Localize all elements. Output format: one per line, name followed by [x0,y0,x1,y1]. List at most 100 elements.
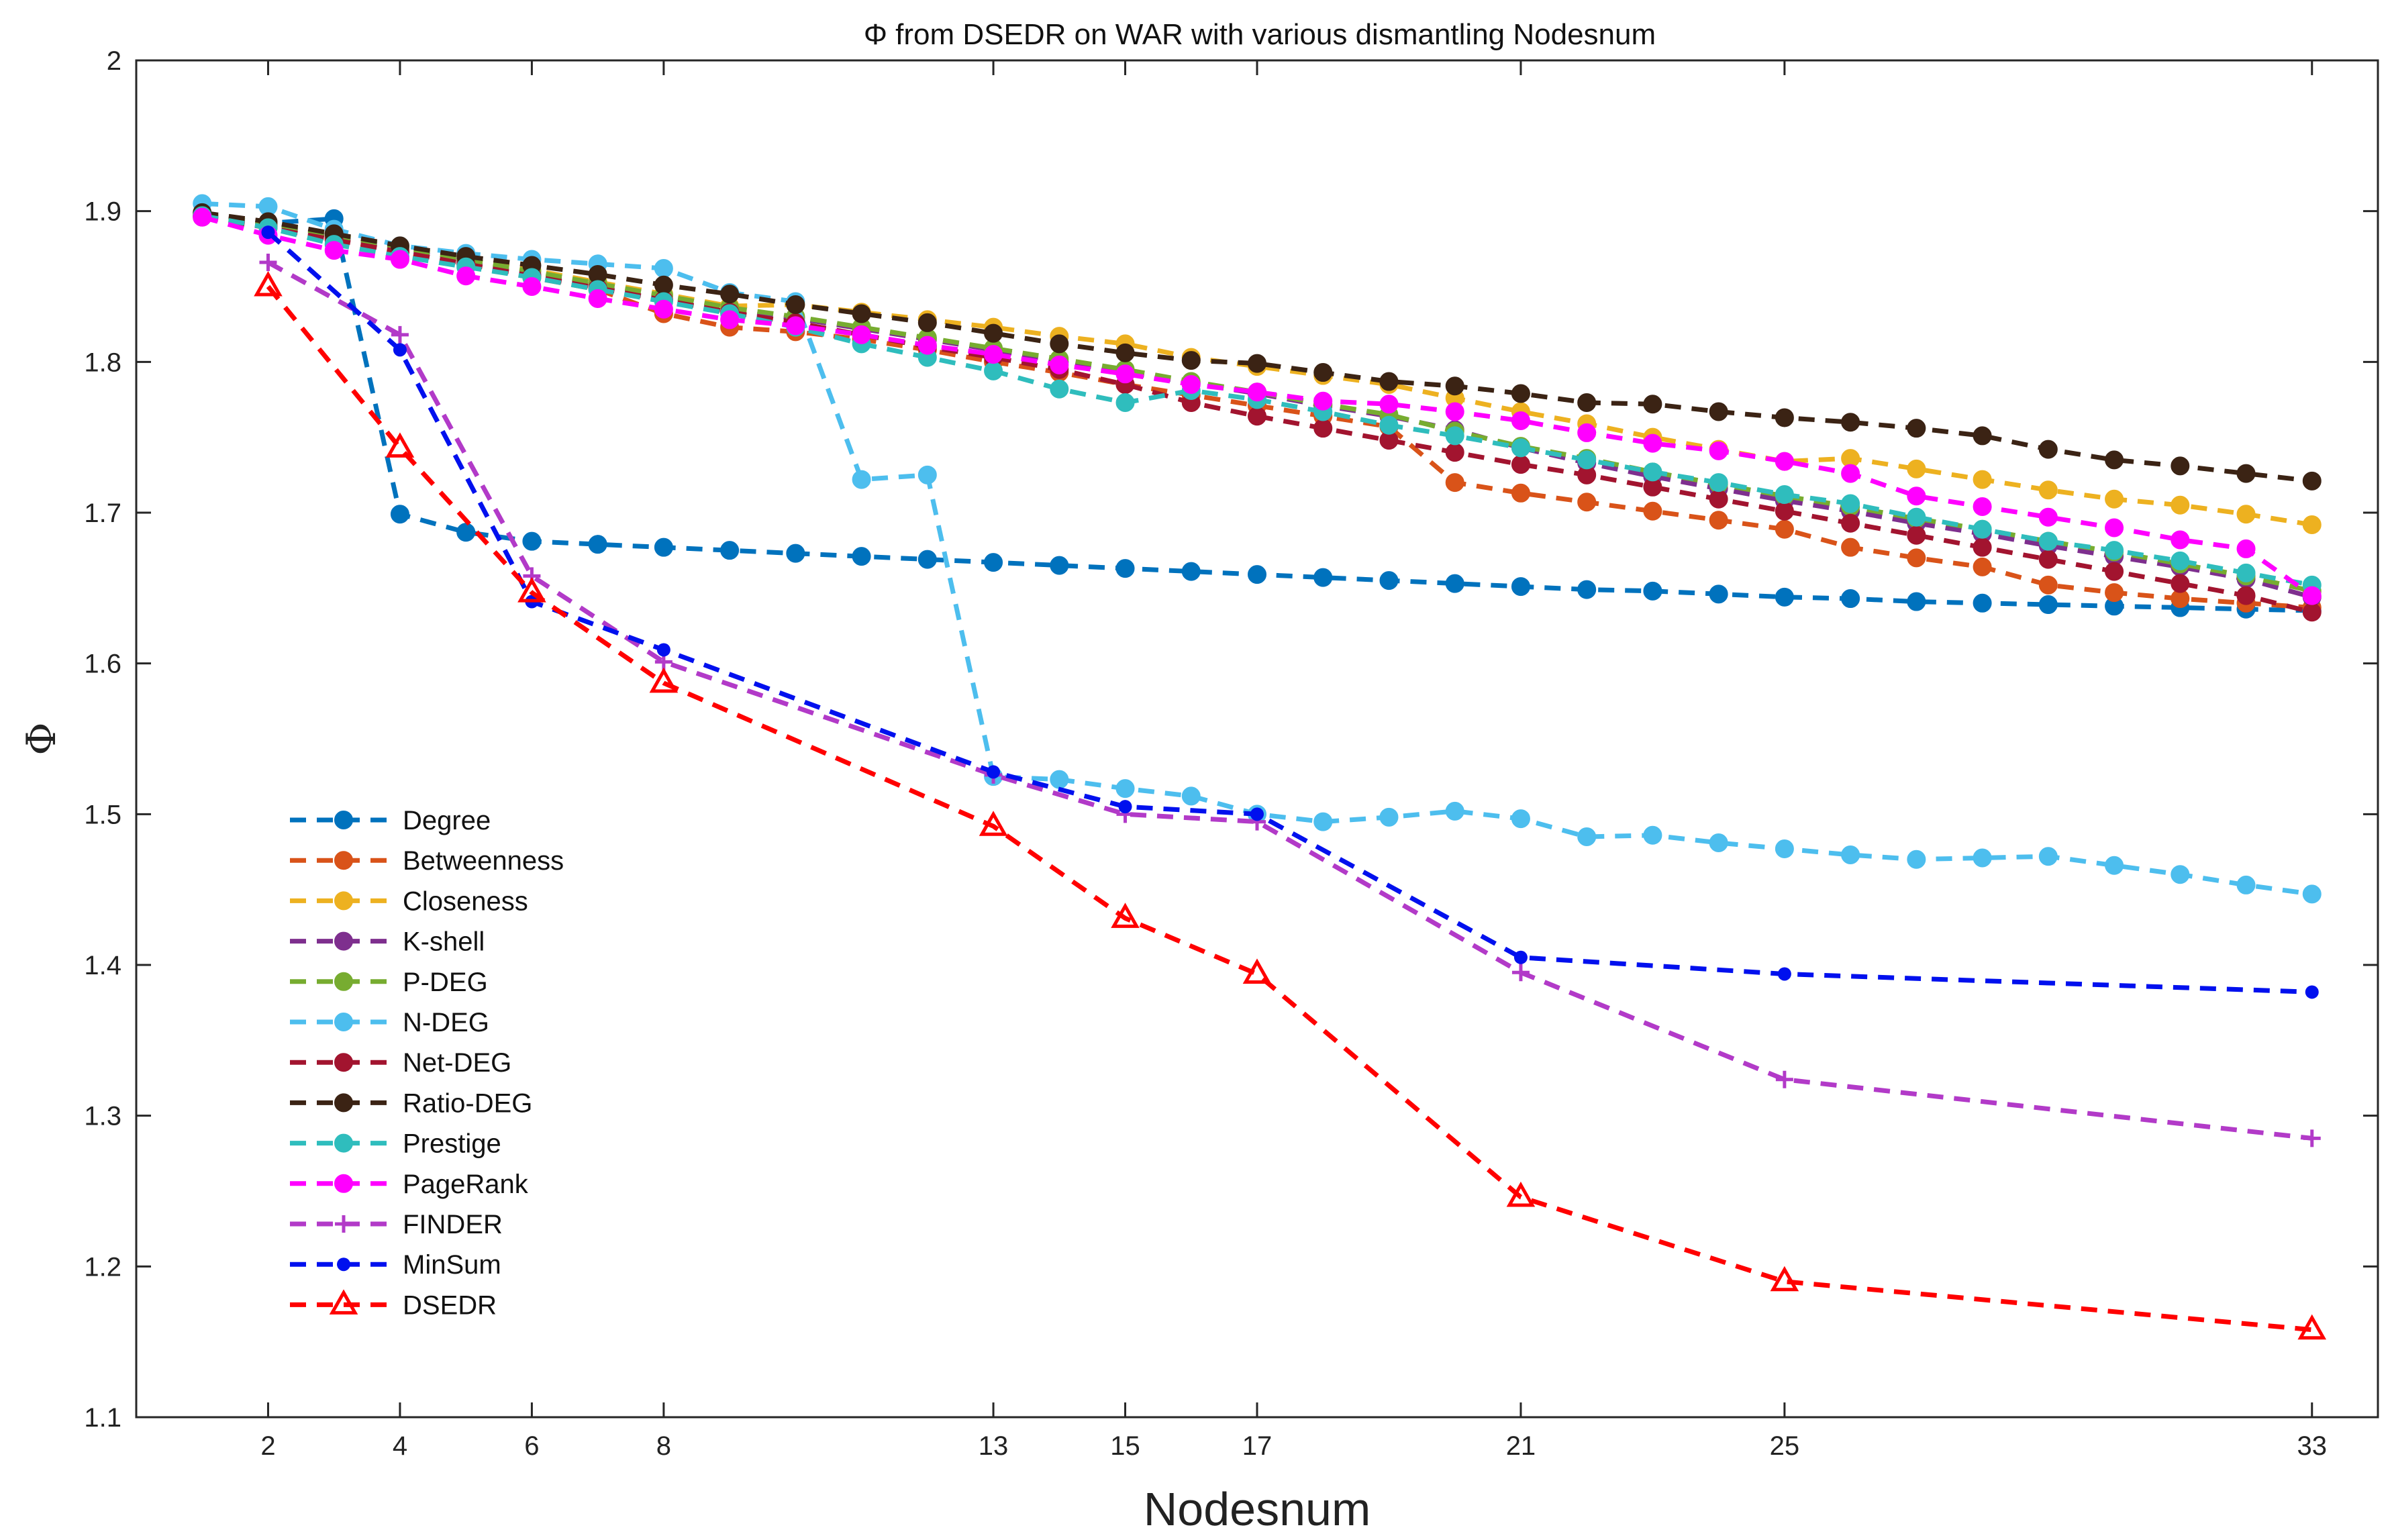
data-point-ratio-deg [720,285,740,304]
data-point-degree [852,547,871,566]
data-point-ratio-deg [2236,464,2256,483]
legend-marker [329,1289,358,1315]
data-point-degree [1511,577,1530,597]
legend-item-k-shell: K-shell [290,927,485,957]
data-point-net-deg [1709,489,1728,509]
legend-item-finder: FINDER [290,1210,503,1239]
legend-item-prestige: Prestige [290,1129,501,1159]
data-point-pagerank [193,207,212,227]
legend-item-pagerank: PageRank [290,1170,529,1199]
data-point-closeness [2105,489,2124,509]
data-point-betweenness [1775,519,1794,539]
data-point-degree [1577,580,1597,599]
legend-label: Betweenness [403,846,564,876]
data-point-minsum [1250,807,1264,821]
y-tick-label: 2 [107,46,121,76]
data-point-pagerank [852,325,871,344]
legend-label: FINDER [403,1210,503,1239]
data-point-n-deg [1511,809,1530,829]
data-point-dsedr [1242,958,1272,984]
legend-label: Closeness [403,886,528,916]
x-tick-label: 15 [1110,1431,1140,1461]
data-point-minsum [1777,967,1791,981]
data-point-ratio-deg [917,313,937,332]
data-point-closeness [1907,459,1926,478]
data-point-minsum [1118,800,1132,814]
data-point-pagerank [1115,364,1135,384]
legend-label: Ratio-DEG [403,1088,532,1118]
data-point-pagerank [1709,441,1728,460]
data-point-n-deg [1313,812,1333,831]
data-point-net-deg [1973,537,1992,557]
data-point-net-deg [2236,586,2256,605]
data-point-net-deg [1775,501,1794,521]
legend-marker [334,931,353,951]
data-point-n-deg [2038,847,2058,866]
data-point-betweenness [1907,548,1926,568]
data-point-net-deg [1907,525,1926,545]
data-point-prestige [2105,541,2124,560]
data-point-ratio-deg [1511,384,1530,403]
data-point-ratio-deg [654,275,673,295]
data-point-pagerank [324,241,344,260]
data-point-net-deg [1445,443,1464,462]
data-point-closeness [2236,505,2256,524]
data-point-pagerank [588,289,607,308]
legend-marker [337,1257,350,1272]
x-tick-label: 4 [393,1431,407,1461]
data-point-net-deg [2105,562,2124,581]
data-point-finder [1775,1070,1793,1088]
series-line-p-deg [201,211,2313,594]
data-point-pagerank [917,336,937,355]
data-point-degree [1643,581,1662,601]
legend-marker [334,851,353,870]
legend-marker [334,811,353,829]
data-point-degree [720,541,740,560]
data-point-dsedr [649,667,679,693]
data-point-dsedr [1111,903,1140,928]
y-tick-label: 1.6 [84,650,121,679]
series-line-finder [266,260,2313,1141]
data-point-ratio-deg [2302,471,2322,491]
data-point-dsedr [2297,1314,2327,1340]
data-point-degree [2038,595,2058,615]
data-point-dsedr [1770,1266,1799,1292]
data-point-n-deg [2105,856,2124,875]
legend-item-n-deg: N-DEG [290,1008,489,1037]
legend: Degree Betweenness Closeness K-shell P-DEG N-… [290,806,564,1320]
data-point-pagerank [1313,391,1333,411]
data-point-finder [2303,1129,2321,1147]
legend-label: Prestige [403,1129,501,1159]
data-point-pagerank [1181,375,1201,395]
x-tick-label: 33 [2297,1431,2328,1461]
data-point-n-deg [654,259,673,278]
data-point-n-deg [1643,825,1662,845]
series-line-ratio-deg [201,210,2313,484]
x-tick-label: 2 [260,1431,275,1461]
data-point-betweenness [2038,575,2058,595]
data-point-n-deg [1709,833,1728,853]
data-point-ratio-deg [1775,408,1794,427]
data-point-ratio-deg [1181,351,1201,370]
data-point-degree [1709,584,1728,604]
data-point-degree [1841,589,1860,609]
legend-item-net-deg: Net-DEG [290,1048,511,1078]
data-point-minsum [987,765,1001,779]
data-point-pagerank [1775,452,1794,471]
data-point-prestige [2236,563,2256,582]
legend-label: P-DEG [403,968,488,997]
data-point-ratio-deg [1313,363,1333,382]
data-point-pagerank [1379,395,1399,414]
data-point-betweenness [2105,583,2124,603]
data-point-ratio-deg [1709,402,1728,421]
data-point-degree [390,505,409,524]
data-point-prestige [2171,551,2190,570]
data-point-betweenness [1841,537,1860,557]
data-point-n-deg [2171,865,2190,884]
y-tick-label: 1.3 [84,1102,121,1131]
data-point-betweenness [1511,483,1530,503]
data-point-dsedr [1506,1181,1536,1207]
data-point-pagerank [390,250,409,269]
data-point-pagerank [2105,518,2124,537]
y-axis-label: Φ [18,722,65,755]
